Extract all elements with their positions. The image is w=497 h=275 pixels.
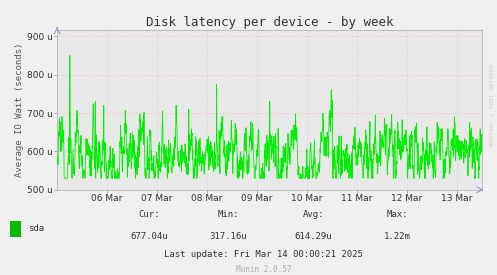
Text: 614.29u: 614.29u (294, 232, 332, 241)
Text: Max:: Max: (387, 210, 409, 219)
Text: 1.22m: 1.22m (384, 232, 411, 241)
Title: Disk latency per device - by week: Disk latency per device - by week (146, 16, 393, 29)
Text: RRDTOOL / TOBI OETIKER: RRDTOOL / TOBI OETIKER (490, 63, 495, 146)
Text: Last update: Fri Mar 14 00:00:21 2025: Last update: Fri Mar 14 00:00:21 2025 (164, 250, 363, 259)
Text: Munin 2.0.57: Munin 2.0.57 (236, 265, 291, 274)
Y-axis label: Average IO Wait (seconds): Average IO Wait (seconds) (15, 43, 24, 177)
Text: Cur:: Cur: (138, 210, 160, 219)
Text: Avg:: Avg: (302, 210, 324, 219)
Text: Min:: Min: (218, 210, 240, 219)
Text: 677.04u: 677.04u (130, 232, 168, 241)
Text: 317.16u: 317.16u (210, 232, 248, 241)
Text: sda: sda (28, 224, 44, 233)
